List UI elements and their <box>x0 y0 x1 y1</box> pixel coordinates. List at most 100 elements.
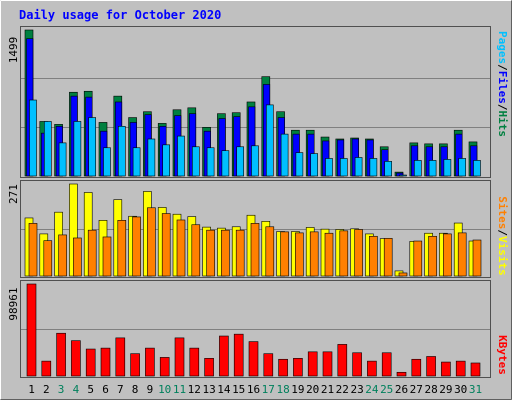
sites-bar <box>235 229 245 277</box>
chart-title: Daily usage for October 2020 <box>19 8 221 22</box>
bars <box>24 29 482 377</box>
pages-bar <box>310 153 319 177</box>
day-label: 26 <box>395 383 408 396</box>
day-label: 4 <box>73 383 80 396</box>
pages-bar <box>473 160 481 177</box>
sites-bar <box>413 240 423 277</box>
kbytes-bar <box>189 347 200 377</box>
visits-legend: Sites/Visits <box>496 196 509 276</box>
day-label: 20 <box>306 383 319 396</box>
visits-ymax-label: 271 <box>7 184 20 204</box>
sites-bar <box>324 232 334 277</box>
sites-bar <box>472 239 482 277</box>
sites-bar <box>443 233 452 277</box>
sites-bar <box>398 272 408 277</box>
pages-bar <box>339 158 348 177</box>
kbytes-bar <box>322 351 333 377</box>
sites-bar <box>176 219 186 277</box>
day-label: 25 <box>380 383 393 396</box>
day-label: 17 <box>262 383 275 396</box>
day-label: 31 <box>469 383 482 396</box>
day-label: 2 <box>43 383 50 396</box>
day-label: 13 <box>202 383 215 396</box>
day-label: 5 <box>87 383 94 396</box>
sites-bar <box>309 231 319 277</box>
kbytes-bar <box>396 371 407 377</box>
hits-ymax-label: 1499 <box>7 37 20 64</box>
pages-bar <box>177 135 185 177</box>
day-label: 3 <box>58 383 65 396</box>
kbytes-bar <box>352 352 362 377</box>
pages-bar <box>251 145 259 177</box>
day-label: 11 <box>173 383 186 396</box>
day-label: 29 <box>439 383 452 396</box>
day-label: 14 <box>217 383 231 396</box>
pages-bar <box>399 174 407 177</box>
day-label: 1 <box>28 383 35 396</box>
pages-bar <box>206 147 215 177</box>
sites-bar <box>102 236 112 277</box>
day-label: 16 <box>247 383 260 396</box>
sites-bar <box>161 213 171 277</box>
pages-bar <box>458 158 467 177</box>
kbytes-bar <box>441 361 451 377</box>
day-label: 6 <box>102 383 109 396</box>
pages-bar <box>369 158 378 177</box>
pages-bar <box>162 144 170 177</box>
kbytes-legend: KBytes <box>496 335 509 375</box>
sites-bar <box>73 237 82 277</box>
kbytes-bar <box>26 283 37 377</box>
sites-bar <box>457 232 467 277</box>
kbytes-bar <box>263 353 274 377</box>
day-label: 10 <box>158 383 171 396</box>
sites-bar <box>295 232 304 277</box>
day-label: 28 <box>424 383 437 396</box>
sites-bar <box>280 231 289 277</box>
kbytes-bar <box>219 335 229 377</box>
sites-bar <box>132 216 141 277</box>
kbytes-bar <box>381 352 392 377</box>
legend-sep-3: / <box>496 229 509 236</box>
pages-bar <box>236 146 244 177</box>
kbytes-bar <box>115 337 126 377</box>
pages-bar <box>221 150 230 177</box>
legend-sep-1: / <box>496 64 509 71</box>
sites-bar <box>191 224 201 277</box>
kbytes-bar <box>41 360 52 377</box>
day-label: 19 <box>291 383 304 396</box>
legend-sites: Sites <box>496 196 509 229</box>
kbytes-bar <box>293 358 303 377</box>
day-label: 15 <box>232 383 245 396</box>
kbytes-bar <box>145 347 155 377</box>
pages-bar <box>295 152 304 177</box>
sites-bar <box>369 235 378 277</box>
sites-bar <box>117 220 127 277</box>
kbytes-bar <box>71 340 81 377</box>
legend-files: Files <box>496 71 509 104</box>
sites-bar <box>43 240 53 277</box>
kbytes-bar <box>367 360 377 377</box>
day-label: 23 <box>350 383 363 396</box>
pages-bar <box>443 159 452 177</box>
pages-bar <box>265 104 274 177</box>
day-label: 8 <box>132 383 139 396</box>
sites-bar <box>58 234 67 277</box>
hits-legend: Pages/Files/Hits <box>496 31 509 137</box>
kbytes-bar <box>307 351 318 377</box>
pages-bar <box>384 161 393 177</box>
day-label: 18 <box>276 383 289 396</box>
kbytes-bar <box>248 341 259 377</box>
sites-bar <box>354 229 363 277</box>
pages-bar <box>428 160 437 177</box>
kbytes-bar <box>100 347 111 377</box>
kbytes-bar <box>85 348 96 377</box>
kbytes-bar <box>174 337 185 377</box>
kbytes-bar <box>159 357 170 377</box>
pages-bar <box>58 142 67 177</box>
pages-bar <box>354 157 363 177</box>
pages-bar <box>147 138 156 177</box>
sites-bar <box>339 230 349 277</box>
kbytes-bar <box>426 356 436 377</box>
pages-bar <box>413 160 422 177</box>
